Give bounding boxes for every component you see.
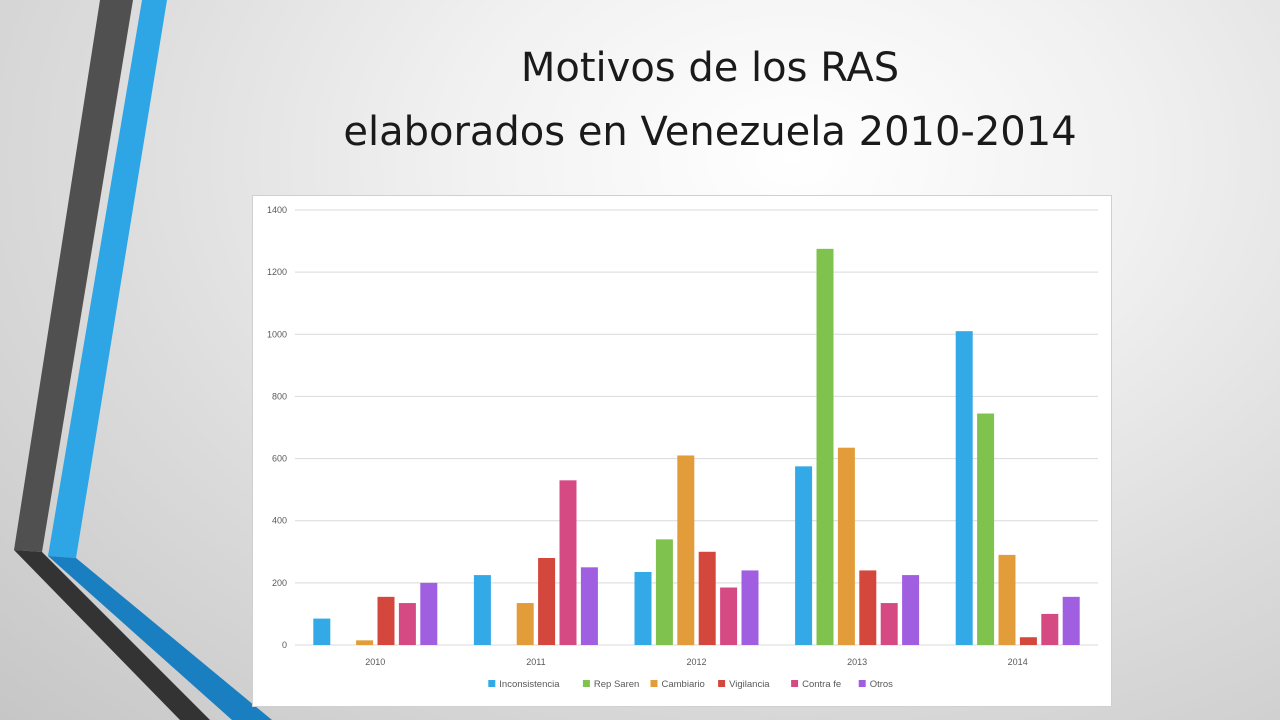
bar-contra-fe-2014 (1041, 613, 1059, 645)
bar-rep-saren-2012 (655, 539, 673, 645)
bar-rep-saren-2013 (816, 248, 834, 645)
legend-swatch (718, 680, 726, 687)
chart-area: 0 200 400 600 800 1000 1200 1400 2010 2011 2012 201… (252, 195, 1112, 707)
legend-swatch (791, 680, 799, 687)
legend-swatch (858, 680, 866, 687)
legend-label: Contra fe (802, 679, 841, 690)
y-tick-label: 1200 (267, 267, 287, 277)
x-tick-label: 2013 (847, 657, 867, 667)
bar-otros-2013 (902, 575, 920, 645)
bar-inconsistencia-2012 (634, 571, 652, 645)
bar-contra-fe-2013 (880, 603, 898, 645)
bar-inconsistencia-2014 (955, 331, 973, 645)
bar-otros-2012 (741, 570, 759, 645)
legend-label: Inconsistencia (499, 679, 560, 690)
legend-label: Cambiario (662, 679, 705, 690)
x-tick-label: 2014 (1008, 657, 1028, 667)
bar-cambiario-2013 (837, 447, 855, 645)
bar-cambiario-2010 (356, 640, 374, 645)
bar-cambiario-2014 (998, 554, 1016, 645)
bar-otros-2011 (580, 567, 598, 645)
legend-swatch (582, 680, 590, 687)
bar-cambiario-2012 (677, 455, 695, 645)
gray-stripe-upper (14, 0, 133, 552)
legend-label: Rep Saren (594, 679, 639, 690)
bar-contra-fe-2010 (398, 603, 416, 645)
x-tick-label: 2012 (686, 657, 706, 667)
bar-otros-2010 (420, 582, 438, 645)
title-line-2: elaborados en Venezuela 2010-2014 (343, 109, 1077, 155)
bar-vigilancia-2010 (377, 596, 395, 645)
bar-vigilancia-2013 (859, 570, 877, 645)
y-tick-label: 800 (272, 391, 287, 401)
bar-otros-2014 (1062, 596, 1080, 645)
gray-stripe-lower (14, 550, 210, 720)
y-tick-label: 400 (272, 516, 287, 526)
bar-rep-saren-2014 (977, 413, 995, 645)
bar-cambiario-2011 (516, 603, 534, 645)
slide-title: Motivos de los RAS elaborados en Venezue… (280, 36, 1140, 164)
y-tick-label: 600 (272, 454, 287, 464)
legend-swatch (650, 680, 658, 687)
y-tick-label: 0 (282, 640, 287, 650)
x-tick-label: 2011 (526, 657, 545, 667)
title-line-1: Motivos de los RAS (520, 45, 900, 91)
bar-vigilancia-2014 (1019, 637, 1037, 645)
bar-chart: 0 200 400 600 800 1000 1200 1400 2010 2011 2012 201… (267, 205, 1098, 690)
bar-contra-fe-2011 (559, 480, 577, 645)
bar-contra-fe-2012 (720, 587, 738, 645)
bar-vigilancia-2012 (698, 551, 716, 645)
bar-inconsistencia-2013 (795, 466, 813, 645)
legend-swatch (488, 680, 496, 687)
legend-label: Otros (870, 679, 893, 690)
blue-stripe-upper (48, 0, 167, 558)
y-tick-label: 200 (272, 578, 287, 588)
bar-inconsistencia-2010 (313, 618, 331, 645)
blue-stripe-lower (48, 556, 272, 720)
legend-label: Vigilancia (729, 679, 770, 690)
bar-inconsistencia-2011 (473, 575, 491, 645)
y-tick-label: 1400 (267, 205, 287, 215)
y-tick-label: 1000 (267, 329, 287, 339)
bar-vigilancia-2011 (538, 558, 556, 645)
x-tick-label: 2010 (365, 657, 385, 667)
